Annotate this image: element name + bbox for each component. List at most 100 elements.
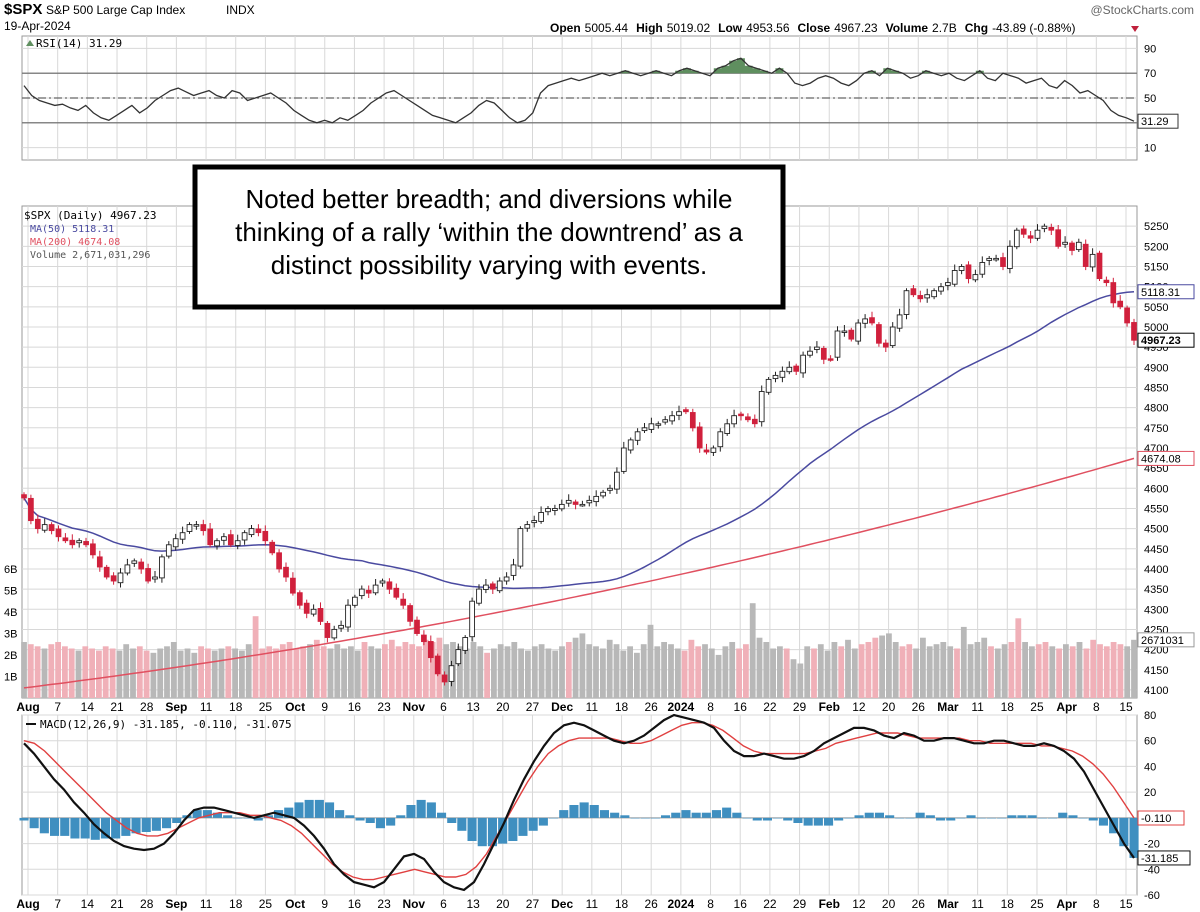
macd-histogram-bar xyxy=(151,817,161,831)
x-tick-label: 16 xyxy=(734,700,748,714)
volume-bar xyxy=(994,648,1001,698)
x-tick-label: 26 xyxy=(645,897,659,911)
x-tick-label: Feb xyxy=(819,700,840,714)
candle-body xyxy=(800,354,806,374)
x-tick-label: Mar xyxy=(937,700,959,714)
macd-histogram-bar xyxy=(691,812,701,818)
volume-bar xyxy=(1042,642,1049,698)
macd-layer xyxy=(19,713,1139,892)
candle-body xyxy=(565,499,572,504)
price-y-tick: 4300 xyxy=(1144,604,1168,616)
volume-value-label: 2671031 xyxy=(1141,635,1184,647)
candle-body xyxy=(1048,226,1055,231)
macd-histogram-bar xyxy=(325,802,335,818)
volume-bar xyxy=(688,639,695,698)
volume-bars xyxy=(21,603,1137,698)
macd-histogram-bar xyxy=(233,817,243,819)
candle-body xyxy=(165,544,172,557)
candle-body xyxy=(1103,279,1110,284)
x-tick-label: 23 xyxy=(377,700,391,714)
high-label: High xyxy=(636,21,663,35)
x-tick-label: 9 xyxy=(321,897,328,911)
volume-bar xyxy=(177,650,184,698)
candle-body xyxy=(855,322,862,342)
candle-body xyxy=(724,423,731,434)
candle-body xyxy=(538,512,544,522)
macd-histogram-bar xyxy=(294,802,304,818)
rsi-line xyxy=(23,57,1135,124)
macd-histogram-bar xyxy=(732,812,742,818)
volume-bar xyxy=(1110,642,1117,698)
candle-body xyxy=(400,598,407,606)
macd-histogram-bar xyxy=(620,815,630,818)
candle-body xyxy=(779,370,786,378)
ma50-value-box xyxy=(1137,284,1195,300)
open-value: 5005.44 xyxy=(585,21,629,35)
macd-line xyxy=(23,713,1135,892)
volume-bar xyxy=(388,639,395,698)
volume-bar xyxy=(783,648,790,698)
ma200-value-box xyxy=(1137,450,1195,466)
volume-bar xyxy=(579,633,586,698)
candle-body xyxy=(138,561,145,570)
candle-body xyxy=(276,552,282,570)
volume-y-tick: 3B xyxy=(4,628,17,640)
macd-histogram-bar xyxy=(508,817,518,841)
macd-histogram-bar xyxy=(762,817,772,821)
volume-bar xyxy=(715,654,722,698)
macd-histogram-bar xyxy=(487,817,497,847)
x-tick-label: 23 xyxy=(377,897,391,911)
macd-histogram-bar xyxy=(538,817,548,826)
chg-label: Chg xyxy=(965,21,988,35)
candle-body xyxy=(1131,322,1137,341)
macd-histogram-bar xyxy=(386,817,396,826)
x-tick-label: Dec xyxy=(551,897,573,911)
volume-bar xyxy=(640,644,647,698)
candle-body xyxy=(1110,282,1117,304)
candle-body xyxy=(931,290,937,298)
volume-bar xyxy=(504,646,511,698)
signal-value-label: -0.110 xyxy=(1141,813,1171,825)
volume-bar xyxy=(164,646,170,698)
candle-body xyxy=(910,288,917,296)
volume-value-box xyxy=(1137,632,1195,648)
x-tick-label: 8 xyxy=(707,897,714,911)
macd-histogram-bar xyxy=(467,817,477,841)
candle-body xyxy=(324,622,331,638)
x-tick-label: 20 xyxy=(882,897,896,911)
volume-bar xyxy=(1035,644,1042,698)
candle-body xyxy=(965,264,972,280)
x-tick-label: 25 xyxy=(259,897,273,911)
volume-bar xyxy=(797,663,804,698)
close-value: 4967.23 xyxy=(834,21,878,35)
candle-body xyxy=(448,665,455,682)
macd-histogram-bar xyxy=(1068,815,1078,818)
volume-bar xyxy=(831,642,838,698)
macd-signal-line xyxy=(23,722,1135,881)
volume-bar xyxy=(531,646,538,698)
price-legend: $SPX (Daily) 4967.23 MA(50) 5118.31 MA(2… xyxy=(24,209,156,261)
x-tick-label: 11 xyxy=(971,897,984,911)
candle-body xyxy=(76,540,83,544)
macd-histogram-bar xyxy=(314,799,324,818)
x-tick-label: Dec xyxy=(551,700,573,714)
volume-bar xyxy=(525,650,531,698)
macd-histogram-bar xyxy=(477,817,487,847)
volume-bar xyxy=(545,648,552,698)
candle-body xyxy=(524,524,531,529)
ma50-value-label: 5118.31 xyxy=(1141,287,1180,299)
volume-bar xyxy=(947,646,954,698)
volume-label: Volume xyxy=(886,21,929,35)
price-y-tick: 5050 xyxy=(1144,302,1168,314)
ma50-line xyxy=(23,291,1135,590)
x-tick-label: 21 xyxy=(110,700,124,714)
candle-body xyxy=(455,649,462,665)
price-y-tick: 5150 xyxy=(1144,261,1168,273)
x-tick-label: 18 xyxy=(229,700,243,714)
volume-bar xyxy=(661,642,667,698)
x-tick-label: 11 xyxy=(586,700,599,714)
candle-body xyxy=(193,524,200,527)
candle-body xyxy=(1117,300,1124,308)
x-tick-label: 12 xyxy=(852,897,866,911)
